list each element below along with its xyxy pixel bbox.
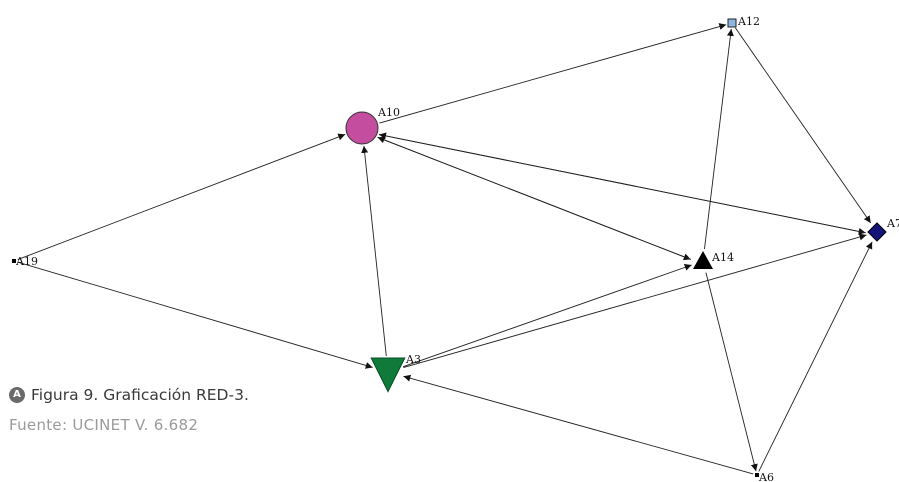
edge-a3-to-a7 xyxy=(403,233,867,369)
node-a19-label: A19 xyxy=(15,255,38,268)
node-a3: A3 xyxy=(370,353,421,393)
edge-a3-to-a10 xyxy=(361,145,387,357)
node-a10-label: A10 xyxy=(377,106,400,119)
edge-a19-to-a3 xyxy=(17,261,373,369)
node-a14-label: A14 xyxy=(711,251,734,264)
node-a7: A7 xyxy=(867,217,899,242)
figure-marker-icon: A xyxy=(9,387,25,403)
node-a12-label: A12 xyxy=(737,15,760,28)
node-a6-label: A6 xyxy=(758,471,774,482)
edge-a12-to-a7 xyxy=(735,27,872,224)
edge-a14-to-a10 xyxy=(377,136,691,260)
edge-a3-to-a14 xyxy=(402,264,692,368)
figure-source: Fuente: UCINET V. 6.682 xyxy=(9,416,199,434)
node-a6: A6 xyxy=(755,471,774,482)
node-a6-marker xyxy=(755,473,759,477)
node-a19: A19 xyxy=(12,255,38,268)
node-a10-marker xyxy=(345,111,379,145)
node-a10: A10 xyxy=(345,106,400,145)
node-a3-label: A3 xyxy=(405,353,421,366)
edge-a14-to-a12 xyxy=(704,28,734,250)
node-a7-label: A7 xyxy=(886,217,899,230)
edge-a6-to-a7 xyxy=(758,241,873,472)
node-a12: A12 xyxy=(727,15,760,28)
nodes-layer: A10 A12 A7 A14 A3 A19 A6 xyxy=(12,15,899,482)
node-a19-marker xyxy=(12,259,16,263)
figure-caption-text: Figura 9. Graficación RED-3. xyxy=(31,386,249,404)
node-a7-marker xyxy=(867,222,887,242)
edge-a6-to-a3 xyxy=(403,374,754,475)
edges-layer xyxy=(17,23,873,475)
edge-a19-to-a10 xyxy=(17,133,346,260)
edge-a14-to-a6 xyxy=(705,272,758,472)
figure-caption: A Figura 9. Graficación RED-3. xyxy=(9,386,249,404)
edge-a10-to-a12 xyxy=(379,23,727,124)
node-a14: A14 xyxy=(693,251,734,269)
node-a14-marker xyxy=(693,251,713,269)
node-a3-marker xyxy=(370,357,406,393)
edge-a7-to-a10 xyxy=(378,132,866,234)
node-a12-marker xyxy=(727,18,737,28)
